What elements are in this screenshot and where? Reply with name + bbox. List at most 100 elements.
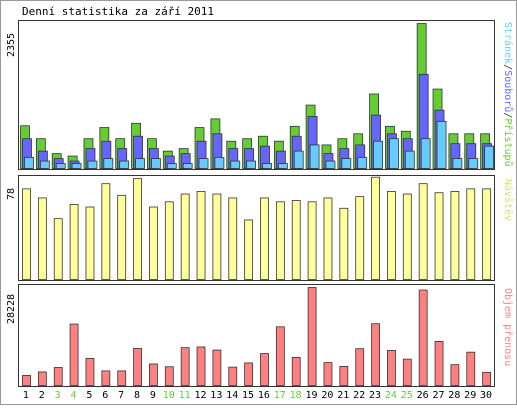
- bar-visits: [434, 192, 444, 280]
- bar-visits: [164, 201, 174, 280]
- bar-visits: [196, 191, 206, 280]
- bar-visits: [291, 200, 301, 280]
- bar-pages: [55, 163, 66, 169]
- bar-pages: [309, 144, 320, 169]
- bar-pages: [119, 160, 130, 169]
- bar-visits: [37, 197, 47, 280]
- day-label: 2: [39, 390, 45, 401]
- bar-visits: [466, 188, 476, 280]
- panel-frame: [18, 284, 495, 387]
- panel-frame: [18, 175, 495, 281]
- bar-traffic: [371, 323, 380, 386]
- bar-traffic: [402, 358, 412, 386]
- bar-pages: [404, 150, 415, 169]
- bar-traffic: [228, 366, 238, 386]
- day-label: 18: [290, 390, 302, 401]
- bar-pages: [484, 145, 495, 169]
- bar-visits: [117, 194, 127, 280]
- day-label: 7: [118, 390, 124, 401]
- day-label: 13: [210, 390, 222, 401]
- day-label: 22: [353, 390, 365, 401]
- day-label: 16: [258, 390, 270, 401]
- bar-pages: [214, 156, 225, 169]
- bar-traffic: [53, 367, 63, 386]
- day-label: 9: [150, 390, 156, 401]
- panel-visits: 78 Návštěv: [6, 175, 514, 281]
- bar-traffic: [275, 326, 285, 386]
- bar-pages: [198, 158, 209, 169]
- bar-visits: [307, 201, 317, 280]
- bar-pages: [436, 120, 447, 169]
- bar-traffic: [149, 363, 158, 386]
- day-label: 5: [86, 390, 92, 401]
- bar-traffic: [212, 349, 222, 386]
- bar-visits: [275, 201, 285, 280]
- bar-visits: [180, 193, 190, 280]
- day-label: 28: [448, 390, 460, 401]
- day-label: 20: [321, 390, 333, 401]
- day-label: 12: [194, 390, 206, 401]
- panel-frame: [18, 20, 495, 170]
- day-label: 10: [163, 390, 175, 401]
- bar-traffic: [307, 287, 317, 386]
- day-label: 23: [369, 390, 381, 401]
- bar-visits: [371, 176, 380, 280]
- panel-traffic: 28228 Objem přenosu: [6, 284, 514, 387]
- bar-pages: [420, 138, 431, 169]
- bar-pages: [103, 158, 114, 169]
- bar-visits: [133, 178, 142, 280]
- bar-traffic: [450, 364, 460, 386]
- bar-pages: [452, 158, 463, 169]
- panel-1-ymax-label: 2355: [6, 33, 17, 57]
- bar-pages: [246, 160, 257, 169]
- day-label: 21: [337, 390, 349, 401]
- legend-part: /: [502, 64, 513, 70]
- bar-traffic: [164, 366, 174, 386]
- day-label: 24: [385, 390, 397, 401]
- day-label: 29: [464, 390, 476, 401]
- panel-2-ymax-label: 78: [6, 188, 17, 200]
- bar-visits: [355, 196, 365, 280]
- bar-pages: [87, 160, 98, 169]
- day-label: 30: [480, 390, 492, 401]
- bar-visits: [53, 218, 63, 280]
- day-axis-labels: 1 2 3 4 5 6 7 8 9 10 11 12 13 14 15 16 17 18 19 20 21 22 23 24 2…: [23, 390, 492, 401]
- bar-pages: [262, 163, 272, 169]
- bar-traffic: [180, 347, 190, 386]
- bar-traffic: [323, 362, 333, 386]
- bar-pages: [341, 158, 352, 169]
- bar-traffic: [339, 366, 349, 386]
- bar-pages: [71, 163, 82, 169]
- bar-traffic: [196, 346, 206, 386]
- bar-traffic: [482, 371, 492, 386]
- bar-visits: [323, 197, 333, 280]
- chart-title: Denní statistika za září 2011: [22, 5, 214, 18]
- bar-traffic: [387, 350, 396, 386]
- day-label: 15: [242, 390, 254, 401]
- bar-pages: [182, 163, 193, 169]
- bar-pages: [468, 158, 479, 169]
- day-label: 1: [23, 390, 29, 401]
- bar-visits: [387, 191, 396, 280]
- day-label: 17: [274, 390, 286, 401]
- bar-traffic: [355, 348, 365, 386]
- bar-pages: [277, 163, 288, 169]
- bar-traffic: [244, 362, 254, 386]
- bar-pages: [39, 160, 50, 169]
- bar-visits: [339, 207, 349, 280]
- bar-pages: [373, 140, 383, 169]
- bar-traffic: [22, 375, 31, 386]
- bar-pages: [151, 158, 161, 169]
- bar-visits: [101, 183, 111, 280]
- day-label: 3: [55, 390, 61, 401]
- bar-traffic: [418, 289, 428, 386]
- bar-visits: [22, 188, 31, 280]
- bar-traffic: [291, 356, 301, 386]
- bar-pages: [325, 160, 336, 169]
- bar-visits: [418, 183, 428, 280]
- panel-3-series-label: Objem přenosu: [502, 288, 514, 366]
- bar-visits: [482, 188, 492, 280]
